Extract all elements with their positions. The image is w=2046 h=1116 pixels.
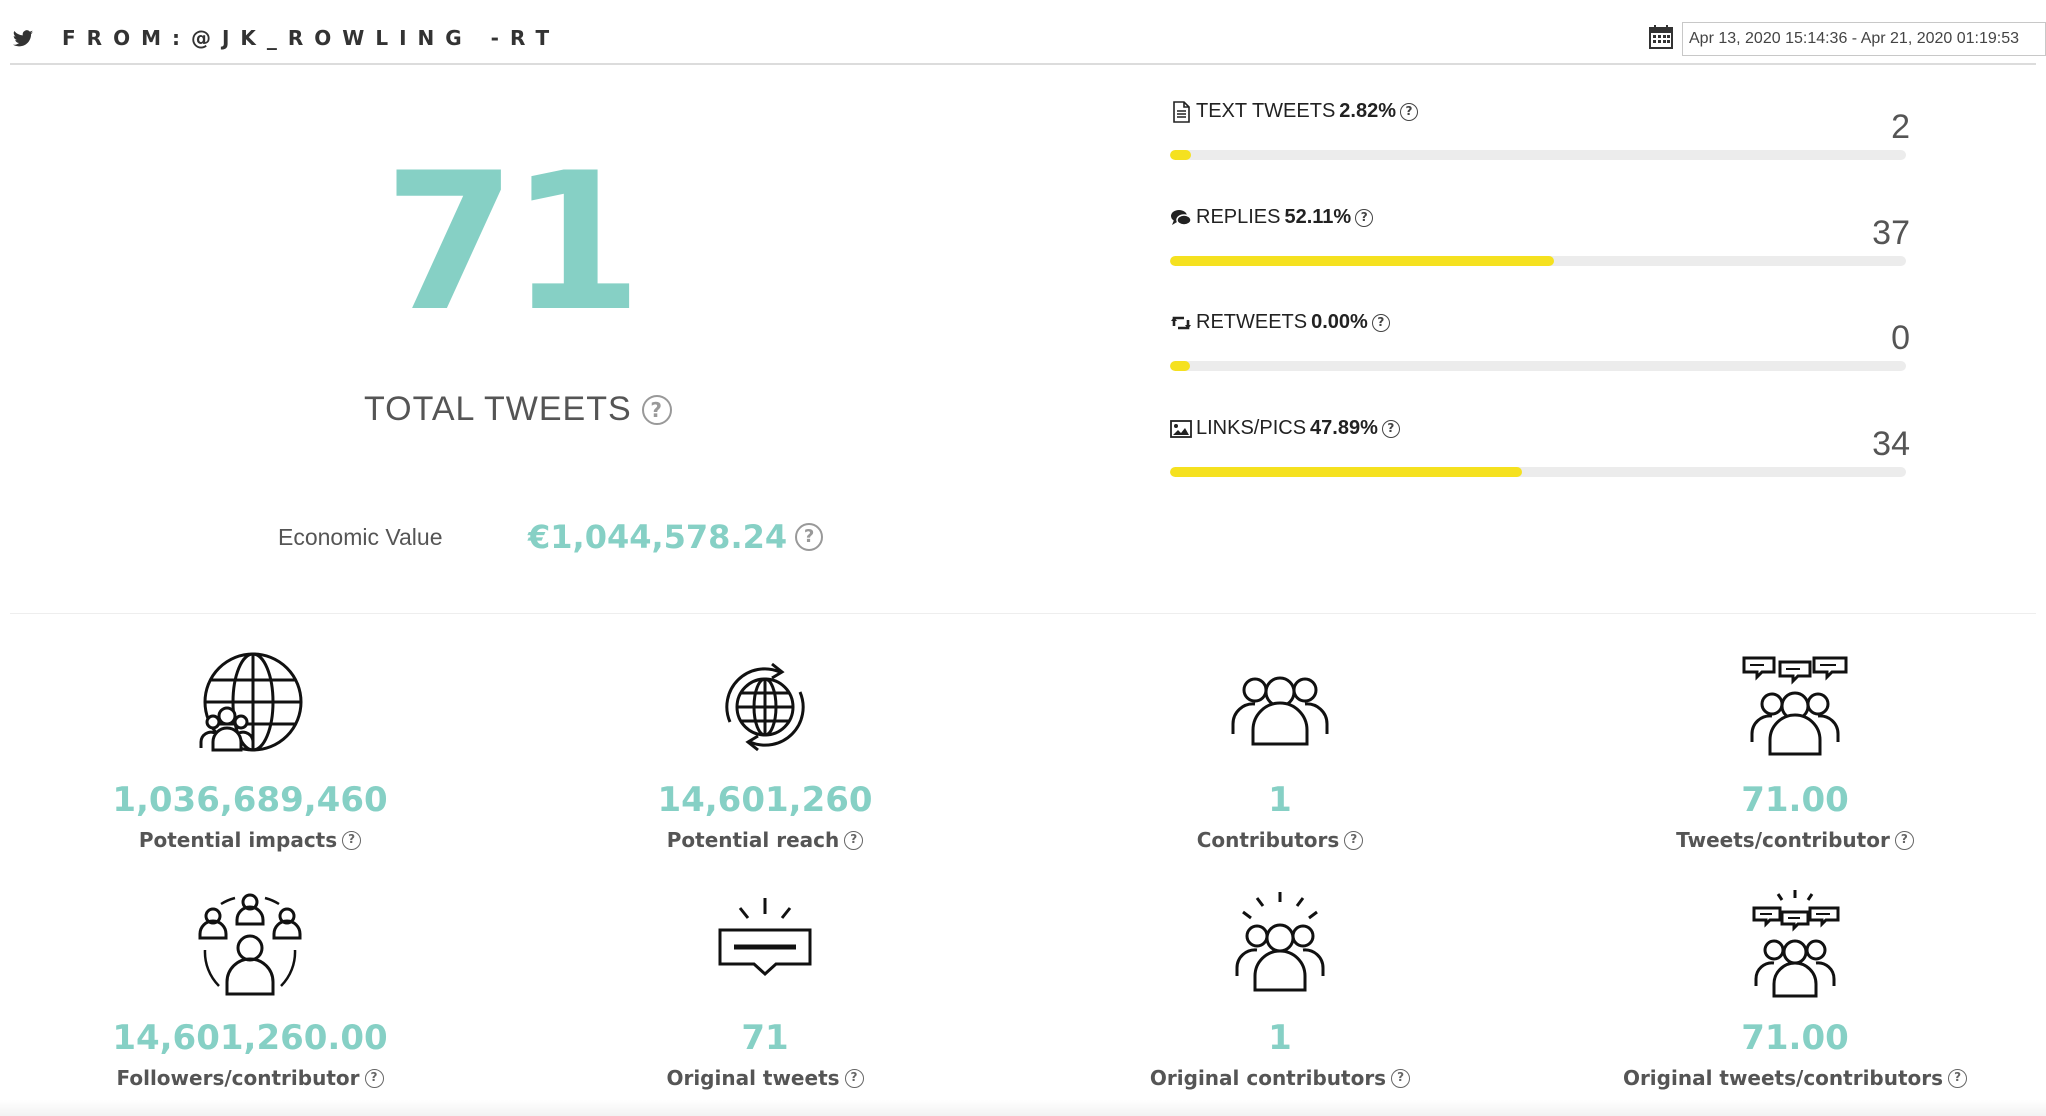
- breakdown-links-pics: LINKS/PICS 47.89% ? 34: [1170, 417, 1910, 487]
- breakdown-count: 2: [1891, 108, 1910, 146]
- people-highlight-icon: [1235, 892, 1325, 992]
- breakdown-label: TEXT TWEETS 2.82% ?: [1170, 100, 1418, 123]
- breakdown-name: RETWEETS: [1196, 311, 1308, 333]
- document-icon: [1173, 100, 1190, 123]
- progress-fill: [1170, 467, 1523, 477]
- stat-caption-text: Original tweets/contributors: [1622, 1066, 1944, 1090]
- help-icon[interactable]: ?: [342, 830, 362, 850]
- progress-fill: [1170, 150, 1191, 160]
- help-icon[interactable]: ?: [1344, 830, 1364, 850]
- stat-original-contributors: 1 Original contributors?: [1030, 890, 1530, 1090]
- help-icon[interactable]: ?: [364, 1068, 384, 1088]
- progress-fill: [1170, 361, 1190, 371]
- help-icon[interactable]: ?: [1400, 102, 1418, 121]
- breakdown-percent: 0.00%: [1311, 311, 1368, 333]
- progress-track: [1170, 150, 1906, 160]
- economic-value-label: Economic Value: [278, 524, 443, 550]
- stat-value: 1: [1268, 780, 1292, 820]
- help-icon[interactable]: ?: [1371, 313, 1390, 332]
- economic-value: €1,044,578.24 ?: [528, 518, 824, 556]
- stat-original-tweets: 71 Original tweets?: [515, 890, 1015, 1090]
- stat-caption-text: Contributors: [1196, 828, 1340, 852]
- highlight-message-icon: [718, 898, 812, 977]
- people-group-icon: [1231, 676, 1329, 746]
- stat-value: 14,601,260.00: [112, 1018, 388, 1058]
- economic-value-amount: €1,044,578.24: [528, 518, 788, 556]
- stat-caption: Original tweets?: [515, 1066, 1015, 1090]
- breakdown-replies: REPLIES 52.11% ? 37: [1170, 206, 1910, 276]
- stat-value: 1: [1268, 1018, 1292, 1058]
- page-bottom-shade: [0, 1100, 2046, 1116]
- breakdown-name: TEXT TWEETS: [1196, 100, 1336, 122]
- globe-cycle-icon: [725, 662, 805, 752]
- help-icon[interactable]: ?: [641, 394, 672, 425]
- stat-followers-per-contributor: 14,601,260.00 Followers/contributor?: [0, 890, 500, 1090]
- stat-value: 71: [741, 1018, 789, 1058]
- people-chat-icon: [1742, 656, 1848, 756]
- total-tweets-text: TOTAL TWEETS: [364, 390, 632, 428]
- image-icon: [1170, 419, 1192, 438]
- breakdown-percent: 47.89%: [1310, 417, 1378, 439]
- twitter-bird-icon: [12, 30, 34, 47]
- stat-contributors: 1 Contributors?: [1030, 652, 1530, 852]
- help-icon[interactable]: ?: [795, 523, 824, 551]
- stat-caption: Original contributors?: [1030, 1066, 1530, 1090]
- stat-tweets-per-contributor: 71.00 Tweets/contributor?: [1545, 652, 2045, 852]
- people-chat-highlight-icon: [1752, 890, 1840, 998]
- calendar-icon[interactable]: [1648, 24, 1674, 50]
- breakdown-percent: 52.11%: [1284, 206, 1352, 228]
- total-tweets-label: TOTAL TWEETS ?: [364, 390, 672, 429]
- help-icon[interactable]: ?: [1894, 830, 1914, 850]
- date-range-input[interactable]: Apr 13, 2020 15:14:36 - Apr 21, 2020 01:…: [1682, 22, 2046, 56]
- help-icon[interactable]: ?: [844, 830, 864, 850]
- stat-caption-text: Potential impacts: [138, 828, 338, 852]
- stat-potential-impacts: 1,036,689,460 Potential impacts?: [0, 652, 500, 852]
- stat-value: 14,601,260: [657, 780, 873, 820]
- retweet-icon: [1171, 316, 1191, 329]
- section-divider: [10, 613, 2036, 614]
- progress-fill: [1170, 256, 1554, 266]
- globe-people-icon: [199, 652, 303, 752]
- stat-value: 1,036,689,460: [112, 780, 388, 820]
- breakdown-name: LINKS/PICS: [1196, 417, 1307, 439]
- help-icon[interactable]: ?: [1391, 1068, 1411, 1088]
- stat-original-tweets-per-contributor: 71.00 Original tweets/contributors?: [1545, 890, 2045, 1090]
- breakdown-percent: 2.82%: [1339, 100, 1396, 122]
- page-header: FROM:@JK_ROWLING -RT Apr 13, 2020 15:14:…: [10, 0, 2046, 65]
- stat-caption: Contributors?: [1030, 828, 1530, 852]
- help-icon[interactable]: ?: [1948, 1068, 1968, 1088]
- help-icon[interactable]: ?: [1355, 208, 1374, 227]
- breakdown-label: REPLIES 52.11% ?: [1170, 206, 1374, 229]
- total-tweets-value: 71: [383, 132, 642, 353]
- help-icon[interactable]: ?: [1381, 419, 1400, 438]
- progress-track: [1170, 467, 1906, 477]
- breakdown-count: 0: [1891, 319, 1910, 357]
- stat-caption: Tweets/contributor?: [1545, 828, 2045, 852]
- stat-value: 71.00: [1741, 780, 1849, 820]
- stat-caption-text: Followers/contributor: [116, 1066, 360, 1090]
- query-title: FROM:@JK_ROWLING -RT: [62, 26, 561, 50]
- help-icon[interactable]: ?: [844, 1068, 864, 1088]
- breakdown-name: REPLIES: [1196, 206, 1281, 228]
- breakdown-text-tweets: TEXT TWEETS 2.82% ? 2: [1170, 100, 1910, 170]
- breakdown-retweets: RETWEETS 0.00% ? 0: [1170, 311, 1910, 381]
- speech-bubbles-icon: [1171, 209, 1192, 226]
- stat-potential-reach: 14,601,260 Potential reach?: [515, 652, 1015, 852]
- breakdown-label: RETWEETS 0.00% ?: [1170, 311, 1390, 334]
- stat-caption-text: Potential reach: [666, 828, 840, 852]
- stat-caption: Followers/contributor?: [0, 1066, 500, 1090]
- progress-track: [1170, 361, 1906, 371]
- breakdown-label: LINKS/PICS 47.89% ?: [1170, 417, 1400, 440]
- stat-caption: Potential impacts?: [0, 828, 500, 852]
- stat-caption-text: Original tweets: [666, 1066, 840, 1090]
- progress-track: [1170, 256, 1906, 266]
- breakdown-count: 34: [1872, 425, 1910, 463]
- people-network-icon: [198, 893, 302, 996]
- stat-caption: Potential reach?: [515, 828, 1015, 852]
- breakdown-count: 37: [1872, 214, 1910, 252]
- stat-value: 71.00: [1741, 1018, 1849, 1058]
- stat-caption-text: Tweets/contributor: [1676, 828, 1890, 852]
- stat-caption: Original tweets/contributors?: [1545, 1066, 2045, 1090]
- stat-caption-text: Original contributors: [1149, 1066, 1387, 1090]
